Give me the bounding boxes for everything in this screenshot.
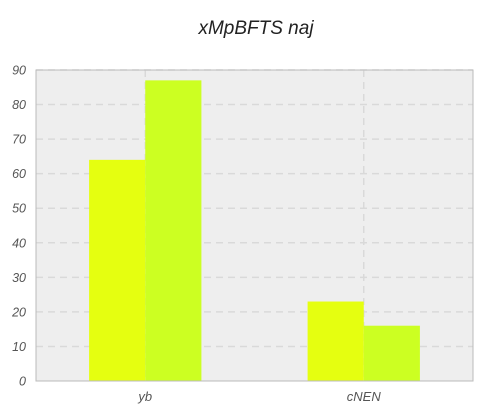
chart-title: xMpBFTS naj bbox=[197, 18, 314, 39]
y-tick-label: 70 bbox=[12, 133, 26, 147]
y-tick-label: 30 bbox=[12, 271, 26, 285]
y-tick-label: 50 bbox=[12, 202, 26, 216]
y-tick-label: 0 bbox=[19, 375, 26, 389]
bar-series2-cNEN bbox=[363, 325, 420, 381]
bar-series1-cNEN bbox=[307, 301, 364, 381]
y-tick-label: 60 bbox=[12, 167, 26, 181]
y-tick-labels: 0 10 20 30 40 50 60 70 80 90 bbox=[11, 64, 26, 389]
y-tick-label: 20 bbox=[11, 305, 26, 319]
bars bbox=[89, 80, 420, 381]
y-tick-label: 10 bbox=[12, 340, 26, 354]
x-tick-label: cNEN bbox=[347, 389, 382, 404]
bar-series2-yb bbox=[145, 80, 202, 381]
x-tick-label: yb bbox=[137, 389, 152, 404]
y-tick-label: 90 bbox=[12, 64, 26, 78]
bar-series1-yb bbox=[89, 159, 146, 381]
axes bbox=[35, 69, 474, 382]
y-tick-label: 80 bbox=[12, 98, 26, 112]
plot-frame bbox=[35, 69, 474, 382]
x-tick-labels: yb cNEN bbox=[137, 389, 381, 404]
y-tick-label: 40 bbox=[12, 236, 26, 250]
